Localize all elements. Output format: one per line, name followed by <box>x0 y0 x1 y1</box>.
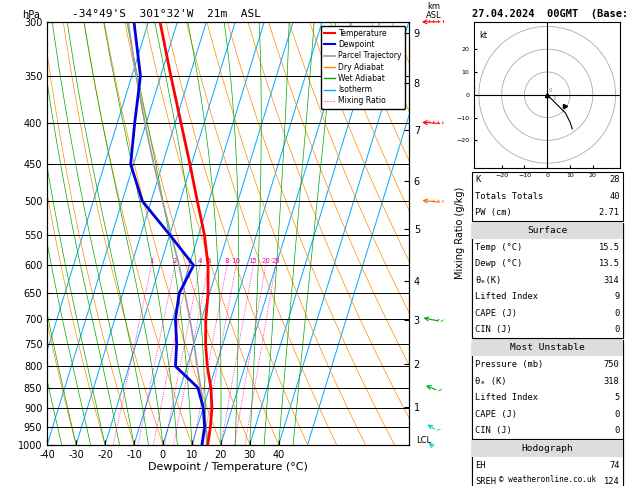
Text: LCL: LCL <box>416 436 431 445</box>
Text: Lifted Index: Lifted Index <box>475 393 538 402</box>
Text: K: K <box>475 175 480 184</box>
Y-axis label: Mixing Ratio (g/kg): Mixing Ratio (g/kg) <box>455 187 465 279</box>
Text: 27.04.2024  00GMT  (Base: 00): 27.04.2024 00GMT (Base: 00) <box>472 9 629 19</box>
Text: 314: 314 <box>604 276 620 285</box>
Text: 318: 318 <box>604 377 620 385</box>
Text: 2: 2 <box>553 96 557 102</box>
Text: 15: 15 <box>248 259 257 264</box>
Text: 1: 1 <box>149 259 153 264</box>
Text: 74: 74 <box>609 461 620 469</box>
Text: 20: 20 <box>261 259 270 264</box>
Text: CAPE (J): CAPE (J) <box>475 410 517 418</box>
Text: 9: 9 <box>615 293 620 301</box>
Text: 4: 4 <box>198 259 202 264</box>
Text: 5: 5 <box>615 393 620 402</box>
Text: 3: 3 <box>187 259 191 264</box>
Text: CIN (J): CIN (J) <box>475 326 511 334</box>
Text: Most Unstable: Most Unstable <box>510 344 584 352</box>
Text: 2.71: 2.71 <box>599 208 620 217</box>
Text: 8: 8 <box>225 259 229 264</box>
Text: 10: 10 <box>231 259 240 264</box>
Text: Surface: Surface <box>527 226 567 235</box>
Text: © weatheronline.co.uk: © weatheronline.co.uk <box>499 474 596 484</box>
Text: km
ASL: km ASL <box>426 2 442 20</box>
X-axis label: Dewpoint / Temperature (°C): Dewpoint / Temperature (°C) <box>148 462 308 472</box>
Text: EH: EH <box>475 461 486 469</box>
Text: 0: 0 <box>615 410 620 418</box>
Text: Temp (°C): Temp (°C) <box>475 243 522 252</box>
Text: PW (cm): PW (cm) <box>475 208 511 217</box>
Text: 0: 0 <box>548 88 552 93</box>
Text: 0: 0 <box>615 326 620 334</box>
Text: kt: kt <box>479 31 487 40</box>
Text: Lifted Index: Lifted Index <box>475 293 538 301</box>
Text: -34°49'S  301°32'W  21m  ASL: -34°49'S 301°32'W 21m ASL <box>72 9 261 19</box>
Text: Totals Totals: Totals Totals <box>475 192 543 201</box>
Text: CAPE (J): CAPE (J) <box>475 309 517 318</box>
Text: 750: 750 <box>604 360 620 369</box>
Text: hPa: hPa <box>22 10 40 20</box>
Text: 13.5: 13.5 <box>599 260 620 268</box>
Text: Hodograph: Hodograph <box>521 444 573 453</box>
Text: 0: 0 <box>615 426 620 435</box>
Text: 15.5: 15.5 <box>599 243 620 252</box>
Text: 2: 2 <box>172 259 177 264</box>
Text: 0: 0 <box>615 309 620 318</box>
Text: θₑ (K): θₑ (K) <box>475 377 506 385</box>
Text: θₑ(K): θₑ(K) <box>475 276 501 285</box>
Legend: Temperature, Dewpoint, Parcel Trajectory, Dry Adiabat, Wet Adiabat, Isotherm, Mi: Temperature, Dewpoint, Parcel Trajectory… <box>321 26 405 108</box>
Text: Pressure (mb): Pressure (mb) <box>475 360 543 369</box>
Text: 5: 5 <box>206 259 211 264</box>
Text: 40: 40 <box>609 192 620 201</box>
Text: 25: 25 <box>271 259 280 264</box>
Text: 28: 28 <box>609 175 620 184</box>
Text: Dewp (°C): Dewp (°C) <box>475 260 522 268</box>
Text: 124: 124 <box>604 477 620 486</box>
Text: SREH: SREH <box>475 477 496 486</box>
Text: CIN (J): CIN (J) <box>475 426 511 435</box>
